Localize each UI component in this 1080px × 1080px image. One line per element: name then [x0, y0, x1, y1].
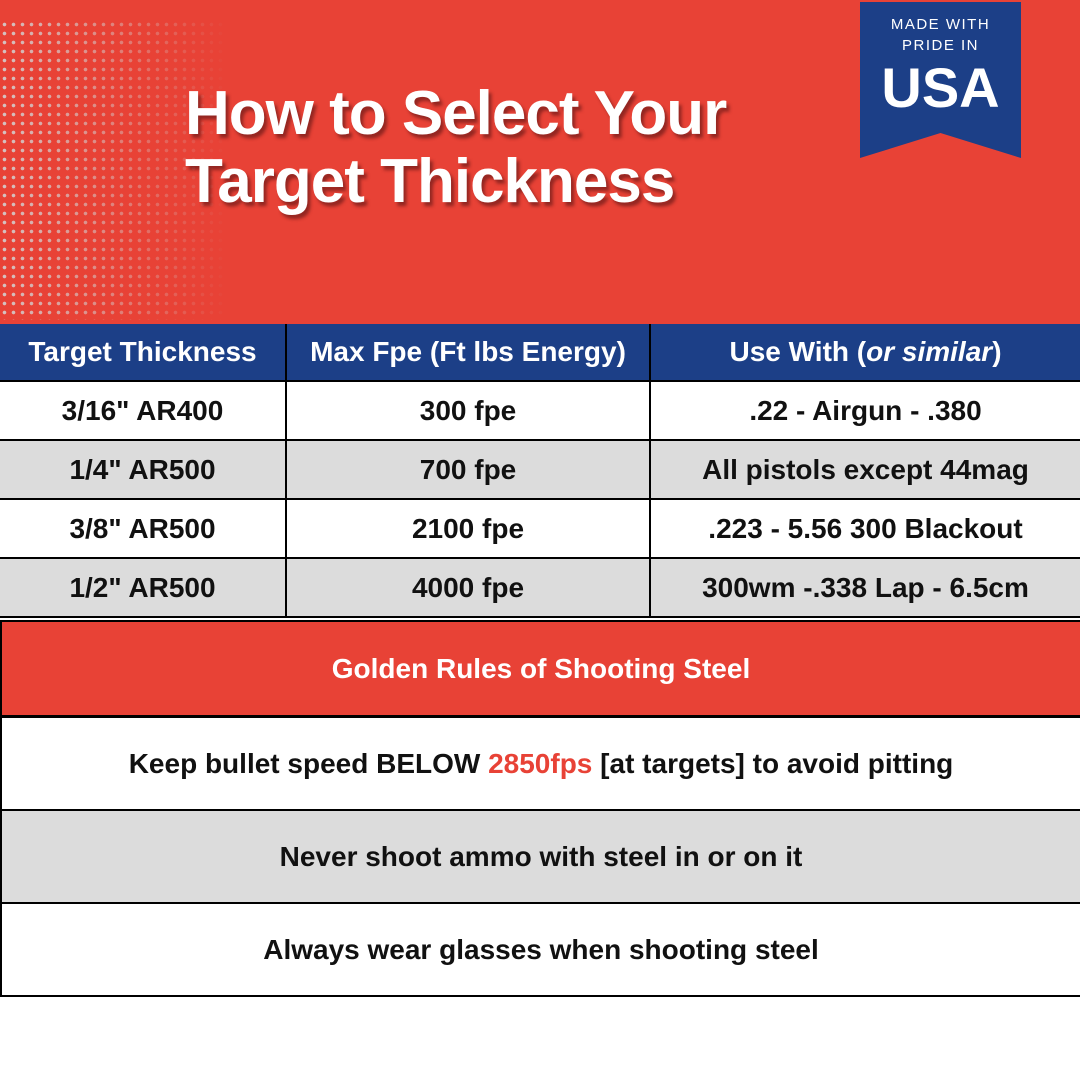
table-row: 1/4" AR500 700 fpe All pistols except 44… — [0, 439, 1080, 500]
thickness-table: Target Thickness Max Fpe (Ft lbs Energy)… — [0, 324, 1080, 618]
badge-line-2: PRIDE IN — [901, 37, 979, 54]
badge-country: USA — [881, 56, 1000, 119]
header-text: ) — [992, 336, 1002, 367]
table-cell: 300wm -.338 Lap - 6.5cm — [649, 557, 1080, 618]
table-cell: 3/8" AR500 — [0, 498, 287, 559]
rule-ammo: Never shoot ammo with steel in or on it — [2, 811, 1080, 904]
table-cell: 4000 fpe — [285, 557, 651, 618]
rule-glasses: Always wear glasses when shooting steel — [2, 904, 1080, 997]
table-cell: 1/2" AR500 — [0, 557, 287, 618]
table-cell: .223 - 5.56 300 Blackout — [649, 498, 1080, 559]
table-cell: 2100 fpe — [285, 498, 651, 559]
page-title: How to Select Your Target Thickness — [185, 79, 727, 216]
column-header: Use With (or similar) — [649, 324, 1080, 382]
title-line-1: How to Select Your — [185, 79, 727, 148]
table-row: 3/16" AR400 300 fpe .22 - Airgun - .380 — [0, 380, 1080, 441]
rule-text: Keep bullet speed BELOW — [128, 748, 489, 779]
table-cell: All pistols except 44mag — [649, 439, 1080, 500]
table-cell: 1/4" AR500 — [0, 439, 287, 500]
made-in-usa-badge: MADE WITH PRIDE IN USA — [860, 2, 1021, 158]
rule-speed: Keep bullet speed BELOW 2850fps [at targ… — [2, 718, 1080, 811]
table-header-row: Target Thickness Max Fpe (Ft lbs Energy)… — [0, 324, 1080, 382]
table-cell: 700 fpe — [285, 439, 651, 500]
rule-highlight: 2850fps — [488, 748, 593, 779]
table-row: 3/8" AR500 2100 fpe .223 - 5.56 300 Blac… — [0, 498, 1080, 559]
header-text: Use With ( — [729, 336, 867, 367]
table-cell: 300 fpe — [285, 380, 651, 441]
rule-text: [at targets] to avoid pitting — [592, 748, 954, 779]
title-line-2: Target Thickness — [185, 147, 675, 216]
golden-rules-title: Golden Rules of Shooting Steel — [2, 622, 1080, 718]
badge-line-1: MADE WITH — [890, 16, 991, 33]
table-row: 1/2" AR500 4000 fpe 300wm -.338 Lap - 6.… — [0, 557, 1080, 618]
golden-rules: Golden Rules of Shooting Steel Keep bull… — [0, 620, 1080, 997]
column-header: Max Fpe (Ft lbs Energy) — [285, 324, 651, 382]
halftone-decoration — [0, 20, 230, 320]
table-cell: 3/16" AR400 — [0, 380, 287, 441]
table-cell: .22 - Airgun - .380 — [649, 380, 1080, 441]
column-header: Target Thickness — [0, 324, 287, 382]
header-italic-text: or similar — [866, 336, 993, 367]
hero-banner: How to Select Your Target Thickness MADE… — [0, 0, 1080, 324]
